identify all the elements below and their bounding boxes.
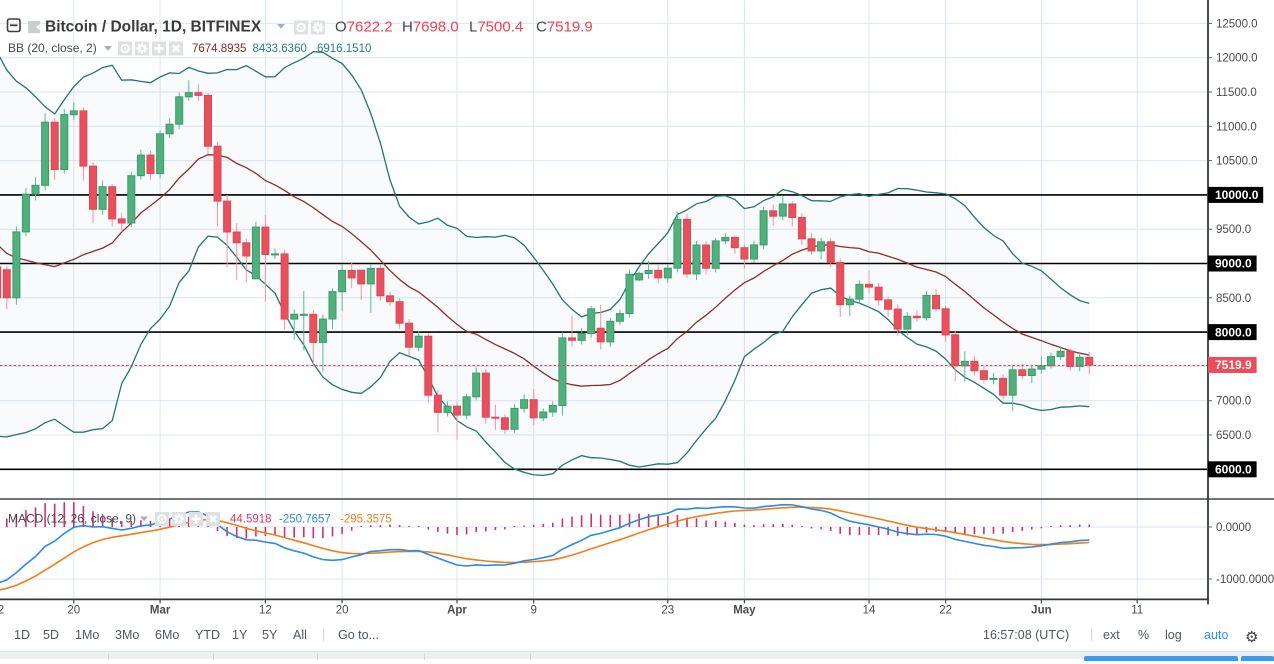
svg-text:44.5918: 44.5918 <box>230 514 272 526</box>
svg-text:12: 12 <box>259 605 272 617</box>
svg-text:C7519.9: C7519.9 <box>536 19 593 36</box>
svg-text:9000.0: 9000.0 <box>1215 257 1252 271</box>
svg-text:10000.0: 10000.0 <box>1215 188 1259 202</box>
svg-text:7519.9: 7519.9 <box>1215 358 1252 372</box>
svg-text:7000.0: 7000.0 <box>1216 396 1251 408</box>
svg-text:9500.0: 9500.0 <box>1216 224 1251 236</box>
svg-text:11000.0: 11000.0 <box>1216 121 1257 133</box>
svg-text:7674.8935: 7674.8935 <box>192 43 246 55</box>
svg-text:L7500.4: L7500.4 <box>469 19 523 36</box>
svg-text:H7698.0: H7698.0 <box>402 19 459 36</box>
svg-text:8433.6360: 8433.6360 <box>253 43 307 55</box>
svg-text:-1000.0000: -1000.0000 <box>1216 574 1274 586</box>
svg-text:12000.0: 12000.0 <box>1216 53 1258 65</box>
svg-text:Bitcoin / Dollar, 1D, BITFINEX: Bitcoin / Dollar, 1D, BITFINEX <box>45 19 262 36</box>
svg-text:May: May <box>733 605 756 617</box>
svg-text:11500.0: 11500.0 <box>1216 87 1257 99</box>
svg-text:Jun: Jun <box>1031 605 1051 617</box>
svg-text:20: 20 <box>336 605 349 617</box>
svg-text:Mar: Mar <box>150 605 171 617</box>
svg-text:14: 14 <box>863 605 876 617</box>
svg-text:22: 22 <box>939 605 952 617</box>
svg-text:O7622.2: O7622.2 <box>335 19 393 36</box>
svg-text:Apr: Apr <box>447 605 467 617</box>
svg-text:23: 23 <box>661 605 674 617</box>
svg-text:-250.7657: -250.7657 <box>279 514 331 526</box>
svg-text:10500.0: 10500.0 <box>1216 156 1258 168</box>
svg-text:8000.0: 8000.0 <box>1215 325 1252 339</box>
svg-text:6916.1510: 6916.1510 <box>317 43 371 55</box>
svg-text:0.0000: 0.0000 <box>1216 522 1251 534</box>
svg-text:8500.0: 8500.0 <box>1216 293 1251 305</box>
svg-text:6500.0: 6500.0 <box>1216 430 1251 442</box>
svg-text:BB (20, close, 2): BB (20, close, 2) <box>8 41 97 55</box>
svg-text:20: 20 <box>67 605 80 617</box>
svg-text:6000.0: 6000.0 <box>1215 463 1252 477</box>
svg-text:-295.3575: -295.3575 <box>340 514 392 526</box>
svg-text:2: 2 <box>0 605 4 617</box>
svg-text:9: 9 <box>530 605 536 617</box>
svg-text:MACD (12, 26, close, 9): MACD (12, 26, close, 9) <box>8 512 136 526</box>
svg-text:12500.0: 12500.0 <box>1216 18 1258 30</box>
svg-text:11: 11 <box>1131 605 1143 617</box>
